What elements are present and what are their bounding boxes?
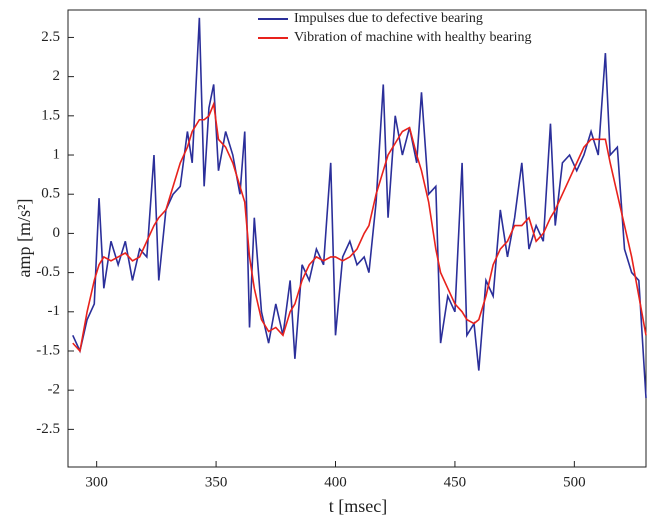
- x-tick-label: 450: [444, 474, 467, 490]
- line-series: [72, 100, 647, 353]
- y-tick-label: -1: [48, 303, 61, 319]
- x-tick-label: 400: [324, 474, 347, 490]
- legend-text: Vibration of machine with healthy bearin…: [294, 30, 531, 45]
- legend-text: Impulses due to defective bearing: [294, 11, 483, 26]
- y-tick-label: 1.5: [41, 107, 60, 123]
- x-tick-label: 500: [563, 474, 586, 490]
- y-tick-label: -2.5: [36, 421, 60, 437]
- y-tick-label: 1: [53, 146, 61, 162]
- x-tick-label: 350: [205, 474, 228, 490]
- x-axis-label: t [msec]: [329, 496, 387, 516]
- y-tick-label: -0.5: [36, 264, 60, 280]
- x-tick-label: 300: [85, 474, 108, 490]
- y-tick-label: -2: [48, 382, 61, 398]
- y-tick-label: 0: [53, 225, 61, 241]
- plot-frame: [67, 9, 647, 468]
- y-axis-label: amp [m/s²]: [14, 199, 34, 278]
- y-tick-label: 2.5: [41, 29, 60, 45]
- y-tick-label: 2: [53, 68, 61, 84]
- y-tick-label: 0.5: [41, 186, 60, 202]
- line-series: [72, 17, 647, 399]
- y-tick-label: -1.5: [36, 342, 60, 358]
